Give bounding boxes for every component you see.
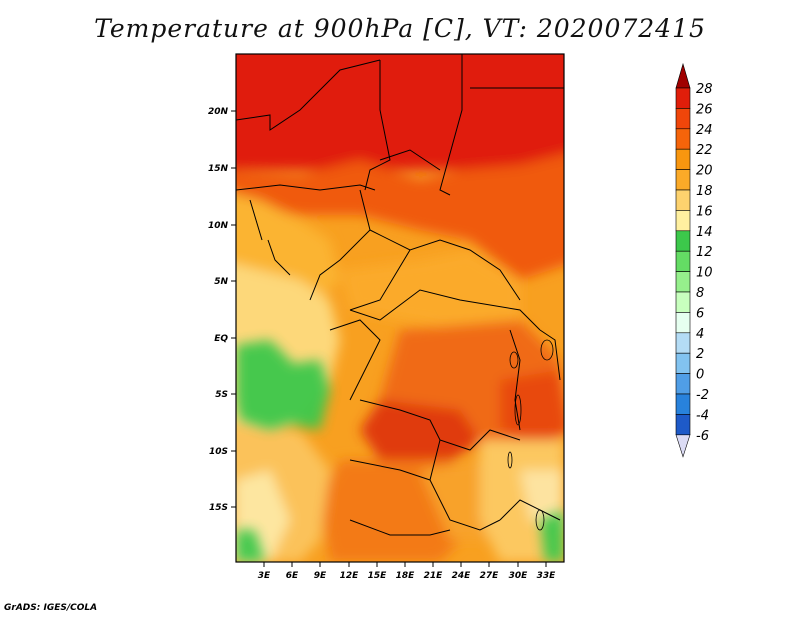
colorbar-swatch: [675, 128, 691, 150]
lat-tick-label: 5S: [215, 390, 228, 400]
lon-tick-label: 18E: [396, 571, 416, 581]
colorbar-swatch: [675, 414, 691, 436]
colorbar-label: 24: [696, 123, 713, 138]
colorbar-swatch: [675, 87, 691, 109]
colorbar-label: -6: [696, 429, 709, 444]
colorbar-label: 14: [696, 225, 713, 240]
lon-tick-label: 33E: [537, 571, 557, 581]
colorbar-swatch: [675, 169, 691, 191]
lat-tick-label: 15S: [209, 503, 228, 513]
colorbar-label: 4: [696, 327, 704, 342]
lat-tick-label: 15N: [208, 164, 229, 174]
colorbar-label: 2: [696, 347, 704, 362]
colorbar-label: 18: [696, 184, 713, 199]
lon-tick-label: 3E: [258, 571, 271, 581]
colorbar-label: 16: [696, 204, 713, 219]
lat-tick-label: 5N: [214, 277, 228, 287]
map-title: Temperature at 900hPa [C], VT: 202007241…: [94, 14, 706, 43]
colorbar-label: 22: [696, 143, 713, 158]
lat-tick-label: EQ: [214, 334, 228, 344]
lat-tick-label: 10N: [208, 221, 229, 231]
latitude-axis: 20N 15N 10N 5N EQ 5S 10S 15S: [208, 107, 236, 513]
lon-tick-label: 15E: [368, 571, 388, 581]
colorbar-swatch: [675, 271, 691, 293]
colorbar-swatch: [675, 393, 691, 415]
colorbar-swatch: [675, 210, 691, 232]
colorbar-label: -4: [696, 408, 709, 423]
colorbar-swatch: [675, 332, 691, 354]
colorbar-swatch: [675, 312, 691, 334]
lon-tick-label: 21E: [424, 571, 444, 581]
colorbar-swatch: [675, 230, 691, 252]
map-frame: [235, 53, 565, 563]
colorbar-swatch: [675, 108, 691, 130]
footer-credit: GrADS: IGES/COLA: [4, 603, 98, 613]
colorbar-swatch: [675, 148, 691, 170]
colorbar-label: 6: [696, 306, 704, 321]
colorbar-swatch: [675, 352, 691, 374]
lat-tick-label: 10S: [209, 447, 228, 457]
colorbar-label: 20: [696, 164, 713, 179]
lon-tick-label: 24E: [452, 571, 472, 581]
colorbar-swatch: [675, 373, 691, 395]
colorbar-swatch: [675, 189, 691, 211]
longitude-axis: 3E 6E 9E 12E 15E 18E 21E 24E 27E 30E 33E: [258, 562, 556, 581]
colorbar-swatch: [675, 291, 691, 313]
lon-tick-label: 12E: [340, 571, 360, 581]
colorbar-top-triangle: [675, 62, 691, 89]
colorbar-swatch: [675, 250, 691, 272]
lon-tick-label: 30E: [509, 571, 529, 581]
colorbar-label: 28: [696, 82, 713, 97]
colorbar-label: 12: [696, 245, 713, 260]
lat-tick-label: 20N: [208, 107, 229, 117]
colorbar-label: 10: [696, 266, 713, 281]
colorbar-label: 8: [696, 286, 704, 301]
colorbar-label: 26: [696, 102, 713, 117]
colorbar-label: -2: [696, 388, 709, 403]
colorbar-bottom-triangle: [675, 434, 691, 458]
lon-tick-label: 27E: [480, 571, 500, 581]
lon-tick-label: 6E: [286, 571, 299, 581]
temperature-field: [236, 54, 564, 562]
lon-tick-label: 9E: [314, 571, 327, 581]
colorbar-label: 0: [696, 368, 704, 383]
